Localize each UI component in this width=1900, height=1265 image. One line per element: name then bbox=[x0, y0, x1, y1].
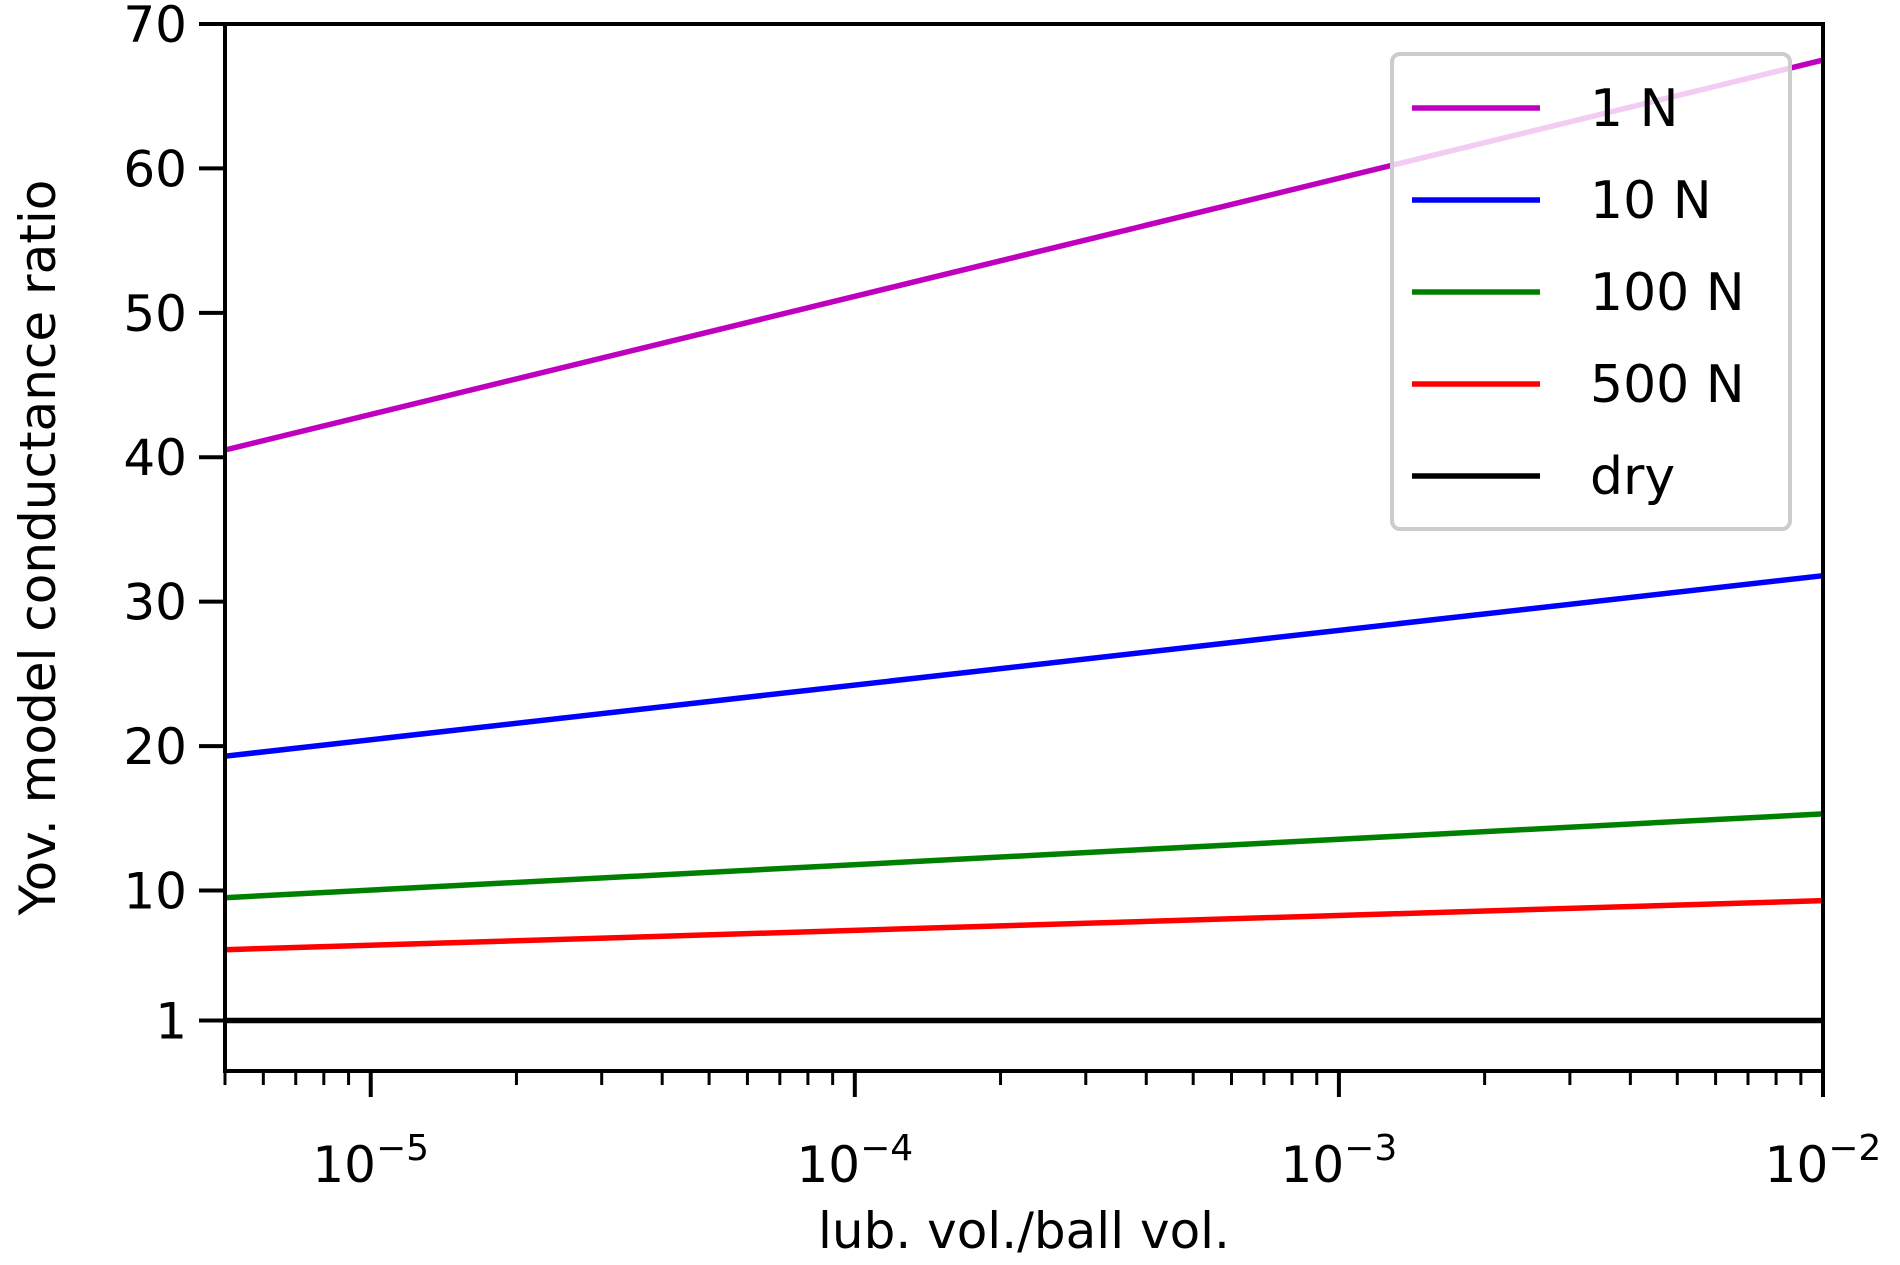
legend-label-dry: dry bbox=[1590, 447, 1675, 507]
x-axis: 10−5 10−4 10−3 10−2 bbox=[223, 1071, 1882, 1194]
legend-label-500-n: 500 N bbox=[1590, 355, 1745, 415]
y-tick-label: 40 bbox=[123, 429, 187, 487]
x-tick-label-exponent: −5 bbox=[376, 1128, 429, 1169]
y-tick-label: 30 bbox=[123, 574, 187, 632]
x-tick-label: 10−4 bbox=[796, 1128, 913, 1194]
x-tick-label-base: 10 bbox=[312, 1136, 376, 1194]
x-tick-label-base: 10 bbox=[1765, 1136, 1829, 1194]
y-tick-label: 70 bbox=[123, 0, 187, 54]
y-axis: 1 10 20 30 40 50 60 70 bbox=[123, 0, 225, 1050]
series-line-500-n bbox=[224, 897, 1824, 953]
y-tick-label: 1 bbox=[155, 992, 187, 1050]
y-axis-label: Yov. model conductance ratio bbox=[9, 180, 67, 917]
y-tick-label: 10 bbox=[123, 862, 187, 920]
legend-label-1-n: 1 N bbox=[1590, 79, 1679, 139]
x-tick-label-base: 10 bbox=[1281, 1136, 1345, 1194]
x-tick-label-base: 10 bbox=[796, 1136, 860, 1194]
x-tick-label-exponent: −2 bbox=[1828, 1128, 1881, 1169]
series-line-100-n bbox=[224, 811, 1824, 901]
y-tick-label: 20 bbox=[123, 718, 187, 776]
legend-frame bbox=[1390, 52, 1792, 531]
y-tick-label: 50 bbox=[123, 285, 187, 343]
legend: 1 N 10 N 100 N 500 N dry bbox=[1390, 52, 1792, 531]
x-axis-label: lub. vol./ball vol. bbox=[818, 1202, 1230, 1260]
legend-label-10-n: 10 N bbox=[1590, 171, 1712, 231]
y-tick-label: 60 bbox=[123, 140, 187, 198]
x-tick-label: 10−5 bbox=[312, 1128, 429, 1194]
plot-frame bbox=[223, 22, 1825, 1073]
x-tick-label-exponent: −4 bbox=[860, 1128, 913, 1169]
legend-label-100-n: 100 N bbox=[1590, 263, 1745, 323]
legend-entries: 1 N 10 N 100 N 500 N dry bbox=[1412, 79, 1745, 507]
series-line-10-n bbox=[224, 572, 1824, 759]
x-tick-label: 10−3 bbox=[1281, 1128, 1398, 1194]
x-tick-label: 10−2 bbox=[1765, 1128, 1882, 1194]
x-tick-label-exponent: −3 bbox=[1344, 1128, 1397, 1169]
